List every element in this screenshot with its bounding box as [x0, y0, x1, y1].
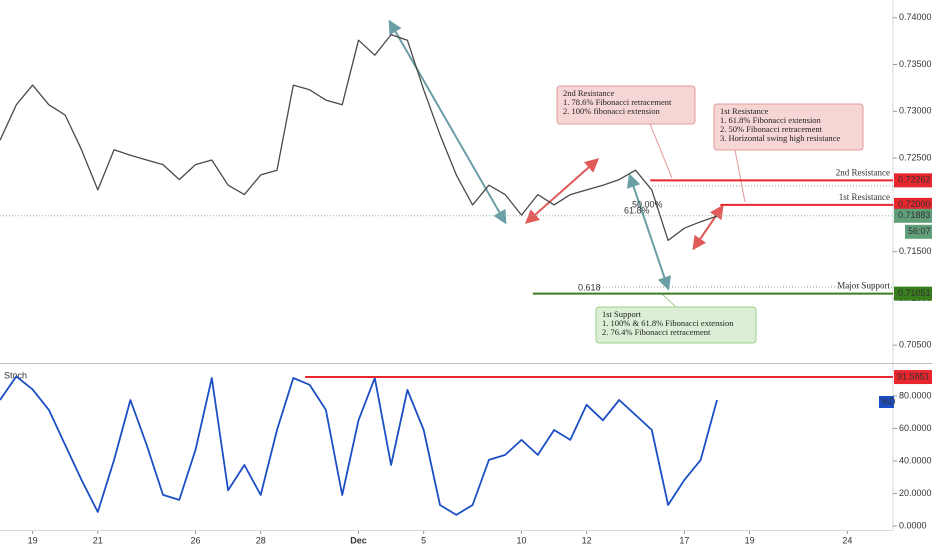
note-line: 1. 100% & 61.8% Fibonacci extension	[602, 318, 734, 328]
countdown-tag	[905, 224, 932, 239]
fib-label: 50.00%	[632, 199, 663, 209]
y-tick-label: 60.0000	[899, 423, 932, 433]
last-price-label: 0.71883	[898, 210, 931, 220]
pane-title: Stoch	[4, 370, 27, 380]
level-name: 2nd Resistance	[836, 167, 890, 177]
fib-label: 0.618	[578, 282, 601, 292]
x-tick-label: 12	[582, 535, 592, 545]
note-line: 1. 78.6% Fibonacci retracement	[563, 97, 672, 107]
note-line: 2. 76.4% Fibonacci retracement	[602, 327, 711, 337]
level-tag	[894, 370, 932, 385]
note-line: 2. 50% Fibonacci retracement	[720, 124, 823, 134]
series-line	[0, 375, 718, 516]
x-tick-label: 19	[745, 535, 755, 545]
level-tag-label: 0.71051	[898, 288, 931, 298]
y-tick-label: 20.0000	[899, 488, 932, 498]
level-tag	[894, 197, 932, 212]
level-tag-label: 91.5851	[897, 371, 930, 381]
note-connector	[661, 293, 677, 308]
note-box	[556, 85, 696, 125]
x-tick-label: Dec	[350, 535, 367, 545]
last-price-tag	[894, 208, 932, 223]
x-tick-label: 24	[842, 535, 852, 545]
y-tick-label: 0.73500	[899, 59, 932, 69]
note-line: 1st Resistance	[720, 106, 769, 116]
x-tick-label: 21	[93, 535, 103, 545]
countdown-label: 56:07	[908, 226, 931, 236]
level-tag	[894, 173, 932, 188]
note-line: 2nd Resistance	[563, 88, 614, 98]
fib-label: 61.8%	[624, 205, 650, 215]
x-tick-label: 26	[191, 535, 201, 545]
y-tick-label: 0.74000	[899, 12, 932, 22]
note-connector	[734, 149, 746, 203]
y-tick-label: 0.70500	[899, 340, 932, 350]
x-tick-label: 17	[679, 535, 689, 545]
y-tick-label: 0.71500	[899, 246, 932, 256]
note-line: 1st Support	[602, 309, 642, 319]
y-tick-label: 0.72500	[899, 152, 932, 162]
level-tag-label: 0.72262	[898, 175, 931, 185]
legend-label: %D	[881, 396, 896, 406]
note-box	[713, 103, 864, 151]
x-tick-label: 19	[28, 535, 38, 545]
x-tick-label: 28	[256, 535, 266, 545]
y-tick-label: 80.0000	[899, 390, 932, 400]
level-tag-label: 0.72000	[898, 199, 931, 209]
level-name: Major Support	[837, 281, 890, 291]
y-tick-label: 0.0000	[899, 520, 927, 530]
level-name: 1st Resistance	[839, 192, 890, 202]
y-tick-label: 0.73000	[899, 106, 932, 116]
note-line: 1. 61.8% Fibonacci extension	[720, 115, 822, 125]
note-connector	[649, 123, 673, 179]
legend-tag	[879, 396, 894, 408]
x-tick-label: 10	[516, 535, 526, 545]
note-line: 3. Horizontal swing high resistance	[720, 133, 840, 143]
note-line: 2. 100% fibonacci extension	[563, 106, 661, 116]
series-line	[0, 33, 718, 242]
trend-arrow	[626, 173, 672, 291]
x-tick-label: 5	[421, 535, 426, 545]
level-tag	[894, 286, 932, 301]
swing-arrow	[692, 204, 724, 251]
y-tick-label: 40.0000	[899, 455, 932, 465]
swing-arrow	[524, 158, 600, 224]
note-box	[595, 306, 757, 344]
